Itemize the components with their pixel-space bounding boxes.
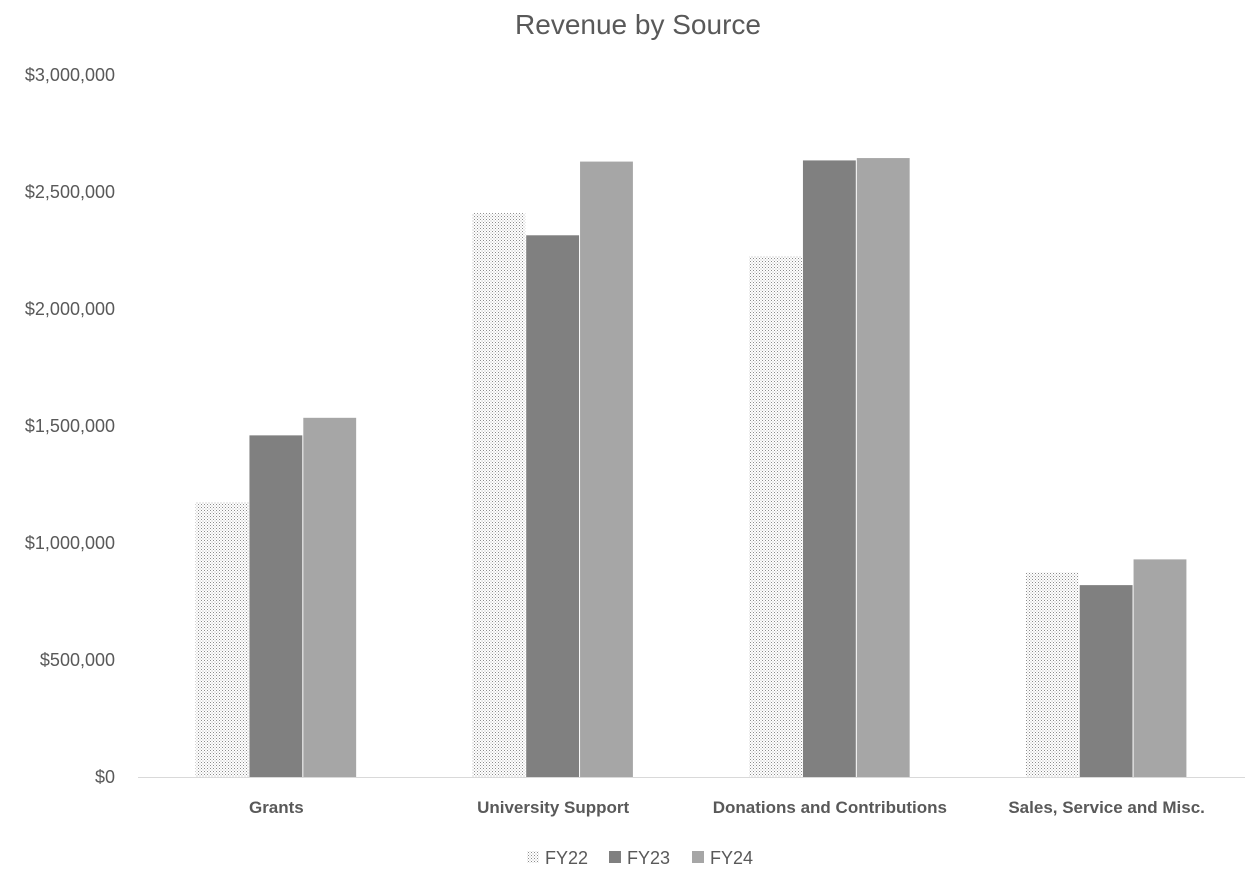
y-tick-label: $1,500,000: [25, 416, 115, 436]
chart-title: Revenue by Source: [515, 9, 761, 40]
x-axis-tick-labels: Grants University Support Donations and Co…: [249, 798, 1205, 817]
bar-fy22-2: [749, 256, 802, 778]
legend-label-fy23: FY23: [627, 848, 670, 868]
bar-fy24-2: [856, 158, 910, 777]
y-tick-label: $0: [95, 767, 115, 787]
bar-fy22-0: [195, 502, 249, 777]
legend-swatch-fy22: [527, 851, 539, 863]
y-tick-label: $2,500,000: [25, 182, 115, 202]
y-axis-tick-labels: $0 $500,000 $1,000,000 $1,500,000 $2,000,000…: [25, 65, 115, 787]
bars-group: [195, 158, 1187, 778]
bar-fy22-1: [472, 213, 526, 777]
bar-fy23-1: [526, 235, 580, 778]
legend-swatch-fy23: [609, 851, 621, 863]
x-tick-label: Donations and Contributions: [713, 798, 947, 817]
y-tick-label: $3,000,000: [25, 65, 115, 85]
bar-fy24-0: [303, 417, 357, 777]
y-tick-label: $1,000,000: [25, 533, 115, 553]
bar-fy24-3: [1133, 559, 1187, 777]
bar-fy24-1: [580, 161, 633, 777]
x-tick-label: Grants: [249, 798, 304, 817]
bar-fy23-0: [249, 435, 303, 777]
x-tick-label: Sales, Service and Misc.: [1008, 798, 1205, 817]
legend: FY22 FY23 FY24: [527, 848, 753, 868]
legend-label-fy22: FY22: [545, 848, 588, 868]
y-tick-label: $2,000,000: [25, 299, 115, 319]
bar-fy22-3: [1025, 572, 1079, 777]
legend-label-fy24: FY24: [710, 848, 753, 868]
bar-fy23-3: [1079, 585, 1133, 777]
y-tick-label: $500,000: [40, 650, 115, 670]
legend-swatch-fy24: [692, 851, 704, 863]
bar-fy23-2: [802, 160, 856, 777]
x-tick-label: University Support: [477, 798, 629, 817]
